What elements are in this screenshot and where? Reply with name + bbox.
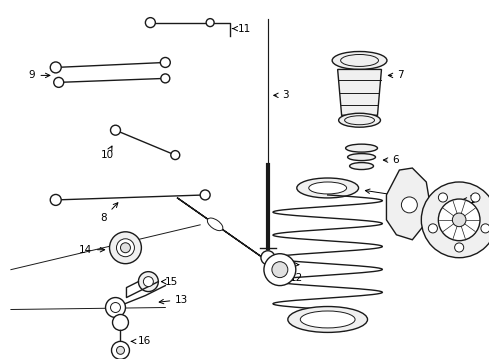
Text: 4: 4: [286, 260, 299, 270]
Circle shape: [161, 74, 170, 83]
Circle shape: [481, 224, 490, 233]
Circle shape: [50, 62, 61, 73]
Circle shape: [147, 20, 153, 26]
Ellipse shape: [332, 51, 387, 69]
Circle shape: [111, 125, 121, 135]
Ellipse shape: [207, 218, 223, 231]
Ellipse shape: [347, 154, 375, 161]
Circle shape: [455, 243, 464, 252]
Circle shape: [138, 272, 158, 292]
Text: 10: 10: [100, 146, 114, 160]
Circle shape: [171, 150, 180, 159]
Text: 12: 12: [279, 272, 303, 283]
Circle shape: [105, 298, 125, 318]
Text: 1: 1: [462, 195, 476, 205]
Text: 16: 16: [131, 336, 150, 346]
Circle shape: [112, 341, 129, 359]
Polygon shape: [338, 69, 382, 115]
Circle shape: [110, 232, 142, 264]
Circle shape: [206, 19, 214, 27]
Circle shape: [146, 18, 155, 28]
Text: 5: 5: [335, 323, 346, 334]
Polygon shape: [177, 198, 292, 278]
Ellipse shape: [300, 311, 355, 328]
Circle shape: [117, 346, 124, 354]
Text: 5: 5: [366, 189, 404, 201]
Circle shape: [452, 213, 466, 227]
Ellipse shape: [309, 182, 346, 194]
Circle shape: [54, 77, 64, 87]
Ellipse shape: [349, 163, 373, 170]
Text: 9: 9: [29, 71, 50, 80]
Ellipse shape: [288, 306, 368, 332]
Text: 11: 11: [232, 24, 251, 33]
Text: 8: 8: [100, 203, 118, 223]
Circle shape: [50, 194, 61, 206]
Text: 2: 2: [435, 190, 450, 200]
Text: 7: 7: [388, 71, 404, 80]
Circle shape: [144, 276, 153, 287]
Circle shape: [121, 243, 130, 253]
Circle shape: [401, 197, 417, 213]
Circle shape: [439, 193, 447, 202]
Circle shape: [421, 182, 490, 258]
Polygon shape: [387, 168, 429, 240]
Text: 15: 15: [161, 276, 178, 287]
Circle shape: [117, 239, 134, 257]
Circle shape: [471, 193, 480, 202]
Ellipse shape: [339, 113, 380, 127]
Circle shape: [261, 251, 275, 265]
Circle shape: [264, 254, 296, 285]
Circle shape: [439, 199, 480, 241]
Text: 2: 2: [399, 188, 406, 198]
Text: 14: 14: [78, 245, 105, 255]
Circle shape: [200, 190, 210, 200]
Circle shape: [113, 315, 128, 330]
Text: 13: 13: [159, 294, 189, 305]
Text: 3: 3: [274, 90, 289, 100]
Ellipse shape: [297, 178, 359, 198]
Circle shape: [160, 58, 171, 67]
Circle shape: [428, 224, 438, 233]
Circle shape: [272, 262, 288, 278]
Text: 6: 6: [383, 155, 399, 165]
Ellipse shape: [345, 144, 377, 152]
